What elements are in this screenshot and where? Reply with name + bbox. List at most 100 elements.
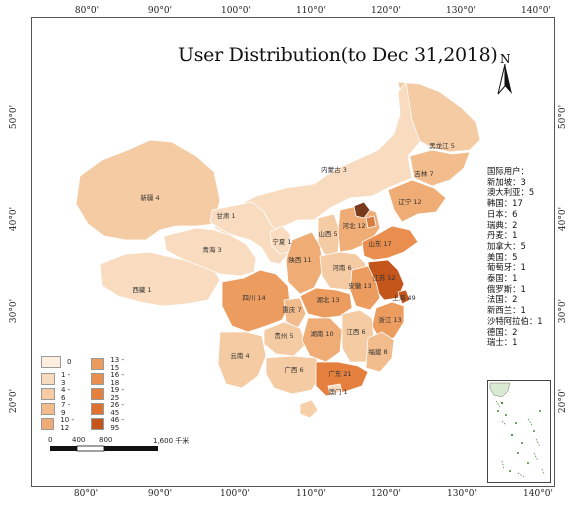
- province-region: [299, 287, 353, 319]
- international-user-item: 俄罗斯：1: [487, 283, 526, 294]
- province-label: 辽宁 12: [398, 197, 421, 206]
- lon-tick-top: 120°0': [371, 6, 401, 16]
- legend-label: 7 - 9: [60, 401, 71, 417]
- province-label: 甘肃 1: [216, 211, 235, 220]
- scale-label: 800: [99, 436, 113, 444]
- lon-tick-top: 140°0': [521, 6, 551, 16]
- province-region: [299, 399, 319, 419]
- legend-swatch: [91, 403, 105, 415]
- province-label: 江苏 52: [372, 273, 395, 282]
- scale-label: 0: [48, 436, 53, 444]
- lon-tick-top: 100°0': [221, 6, 251, 16]
- international-user-item: 澳大利亚：5: [487, 187, 535, 198]
- province-region: [283, 297, 307, 329]
- legend-item: 7 - 9: [41, 401, 71, 417]
- province-region: [213, 81, 421, 237]
- province-label: 广东 21: [328, 369, 351, 378]
- international-user-item: 瑞典：2: [487, 219, 518, 230]
- province-label: 云南 4: [230, 351, 249, 360]
- lon-tick-bottom: 110°0': [296, 489, 326, 499]
- province-label: 山西 5: [318, 229, 337, 238]
- province-label: 广西 6: [284, 365, 303, 374]
- inset-map: [489, 382, 545, 478]
- legend-label: 16 - 18: [110, 371, 124, 387]
- south-china-sea-inset: [487, 380, 551, 483]
- province-region: [265, 355, 323, 395]
- international-users-header: 国际用户：: [487, 166, 529, 176]
- legend-swatch: [41, 403, 55, 415]
- international-users-list: 国际用户： 新加坡：3 澳大利亚：5 韩国：17 日本：6 瑞典：2 丹麦：1 加拿大：5 美国…: [487, 166, 543, 348]
- international-user-item: 法国：2: [487, 294, 518, 305]
- province-label: 福建 8: [368, 347, 387, 356]
- international-user-item: 新加坡：3: [487, 176, 526, 187]
- province-region: [163, 227, 257, 277]
- province-label: 吉林 7: [414, 169, 433, 178]
- legend-swatch: [91, 373, 105, 385]
- international-user-item: 新西兰：1: [487, 305, 526, 316]
- lon-tick-bottom: 120°0': [371, 489, 401, 499]
- province-region: [353, 201, 371, 219]
- international-user-item: 韩国：17: [487, 198, 523, 209]
- legend-label: 26 - 45: [110, 401, 124, 417]
- province-label: 浙江 13: [378, 315, 401, 324]
- province-label: 重庆 7: [282, 305, 301, 314]
- province-region: [99, 251, 221, 307]
- province-label: 河北 12: [342, 222, 365, 230]
- legend-label: 0: [67, 358, 72, 366]
- legend-item: 10 - 12: [41, 416, 76, 432]
- legend-swatch: [41, 388, 55, 400]
- legend-item: 46 - 95: [91, 416, 126, 432]
- legend-item: 19 - 25: [91, 386, 126, 402]
- lon-tick-top: 90°0': [147, 6, 173, 16]
- province-region: [327, 383, 343, 395]
- province-region: [397, 289, 411, 305]
- map-title: User Distribution(to Dec 31,2018): [178, 44, 498, 66]
- province-region: [361, 225, 419, 261]
- province-region: [263, 321, 307, 357]
- lon-tick-bottom: 80°0': [73, 489, 99, 499]
- province-region: [75, 139, 221, 241]
- province-region: [285, 231, 325, 295]
- province-label: 湖北 13: [316, 295, 339, 304]
- legend-swatch: [91, 418, 105, 430]
- international-user-item: 瑞士：1: [487, 337, 518, 348]
- province-label: 陕西 11: [288, 255, 311, 264]
- scale-label: 400: [72, 436, 86, 444]
- legend-item: 26 - 45: [91, 401, 126, 417]
- province-label: 湖南 10: [310, 329, 333, 338]
- lon-tick-bottom: 140°0': [523, 489, 553, 499]
- legend-item: 1 - 3: [41, 371, 71, 387]
- international-user-item: 丹麦：1: [487, 230, 518, 241]
- lon-tick-top: 80°0': [74, 6, 100, 16]
- legend-swatch: [91, 388, 105, 400]
- province-region: [387, 179, 447, 223]
- legend-label: 4 - 6: [60, 386, 71, 402]
- north-arrow-icon: [497, 63, 512, 95]
- lon-tick-top: 130°0': [446, 6, 476, 16]
- north-label: N: [500, 52, 511, 66]
- province-label: 江西 6: [346, 328, 365, 336]
- legend-label: 19 - 25: [110, 386, 124, 402]
- international-user-item: 德国：2: [487, 326, 518, 337]
- province-label: 安徽 13: [348, 281, 371, 290]
- lon-tick-top: 110°0': [296, 6, 326, 16]
- province-region: [365, 331, 395, 373]
- lon-tick-bottom: 100°0': [220, 489, 250, 499]
- province-region: [349, 265, 381, 311]
- province-label: 澳门 1: [328, 387, 347, 396]
- province-region: [209, 201, 291, 265]
- international-user-item: 美国：5: [487, 251, 518, 262]
- legend-item: 4 - 6: [41, 386, 71, 402]
- legend-swatch: [41, 356, 61, 368]
- legend-swatch: [41, 373, 55, 385]
- province-label: 贵州 5: [274, 331, 293, 340]
- international-user-item: 泰国：1: [487, 273, 518, 284]
- province-label: 四川 14: [242, 294, 265, 302]
- legend-label: 10 - 12: [60, 416, 74, 432]
- legend-item: 13 - 15: [91, 356, 126, 372]
- scale-label: 1,600 千米: [153, 437, 190, 445]
- province-label: 西藏 1: [132, 285, 151, 294]
- lon-tick-bottom: 130°0': [447, 489, 477, 499]
- legend-swatch: [41, 418, 55, 430]
